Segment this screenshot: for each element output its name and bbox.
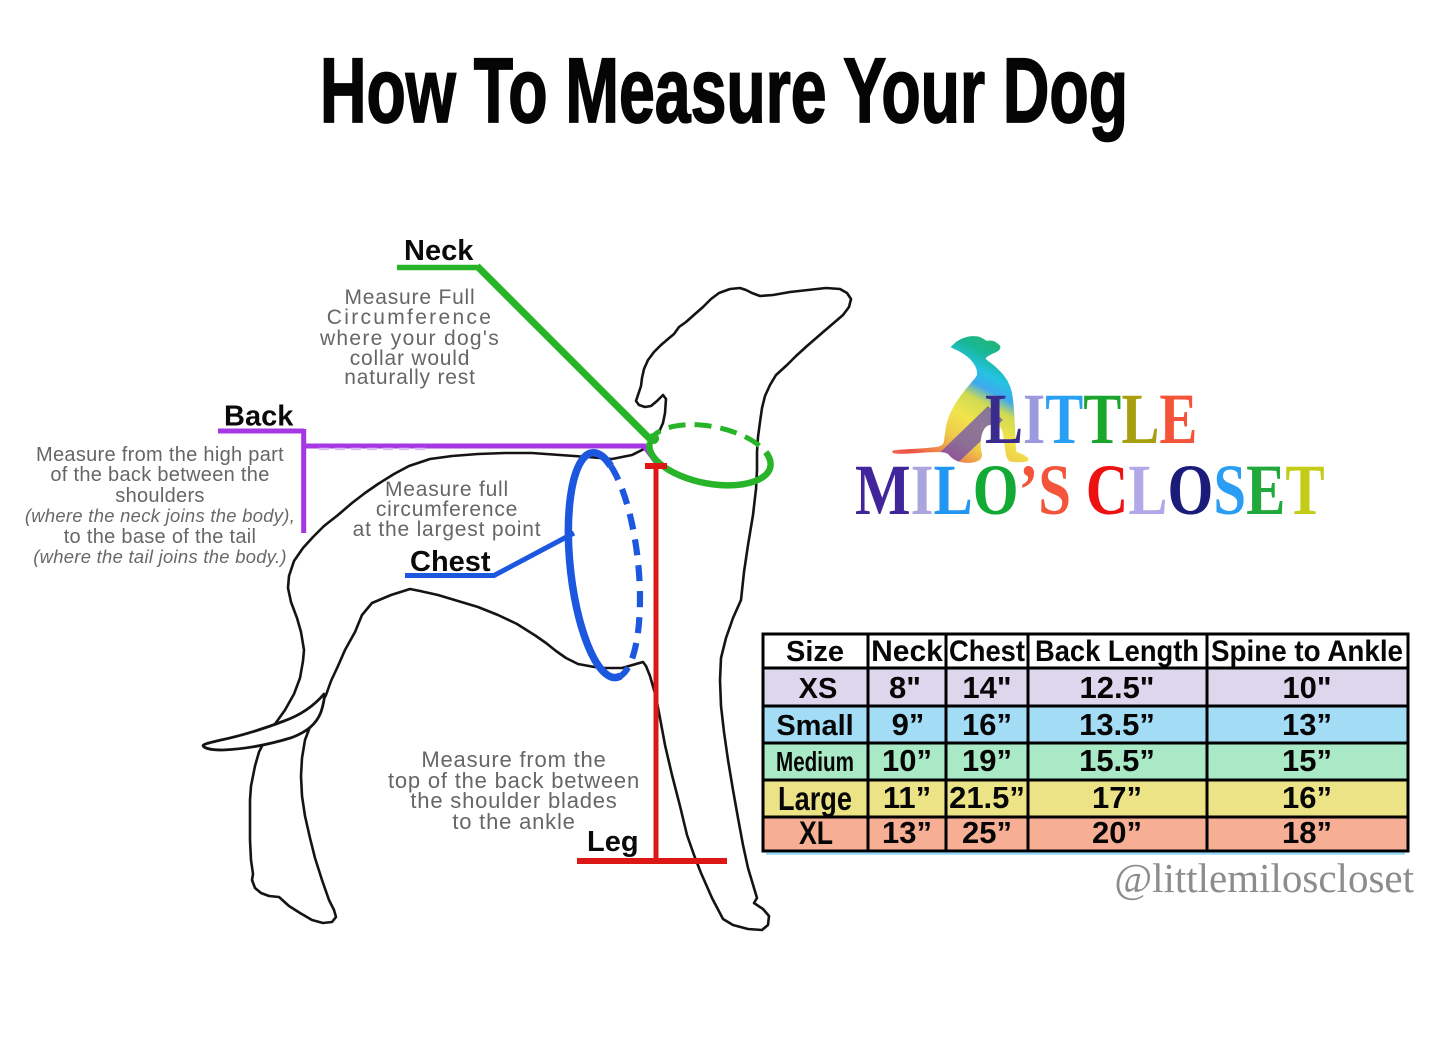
- svg-text:15.5”: 15.5”: [1079, 743, 1155, 778]
- svg-text:17”: 17”: [1092, 780, 1142, 815]
- svg-text:to the ankle: to the ankle: [452, 809, 575, 834]
- svg-text:at the largest point: at the largest point: [353, 518, 542, 541]
- svg-text:to the base of the tail: to the base of the tail: [64, 526, 257, 548]
- svg-text:Back: Back: [224, 401, 294, 433]
- svg-text:13”: 13”: [1282, 707, 1332, 742]
- svg-text:Measure from the: Measure from the: [421, 747, 606, 772]
- svg-text:13.5”: 13.5”: [1079, 707, 1155, 742]
- svg-text:8": 8": [889, 670, 921, 705]
- svg-text:MILO’S CLOSET: MILO’S CLOSET: [855, 451, 1325, 531]
- svg-text:collar would: collar would: [350, 347, 471, 370]
- svg-text:11”: 11”: [883, 780, 931, 815]
- svg-text:How To Measure Your Dog: How To Measure Your Dog: [320, 40, 1128, 142]
- svg-text:10”: 10”: [882, 743, 932, 778]
- svg-text:Neck: Neck: [871, 635, 943, 668]
- svg-text:Small: Small: [776, 710, 853, 742]
- svg-text:Leg: Leg: [587, 826, 639, 858]
- svg-text:20”: 20”: [1092, 815, 1142, 850]
- svg-text:of the back between the: of the back between the: [50, 464, 269, 486]
- svg-text:@littlemiloscloset: @littlemiloscloset: [1114, 855, 1414, 901]
- svg-text:the shoulder blades: the shoulder blades: [410, 788, 617, 813]
- svg-text:21.5”: 21.5”: [949, 780, 1025, 815]
- svg-text:Large: Large: [778, 780, 852, 817]
- svg-text:where your dog's: where your dog's: [319, 327, 500, 350]
- svg-text:LITTLE: LITTLE: [985, 380, 1197, 460]
- svg-text:19”: 19”: [962, 743, 1012, 778]
- svg-text:Size: Size: [786, 636, 844, 668]
- svg-text:16”: 16”: [962, 707, 1012, 742]
- svg-text:18”: 18”: [1282, 815, 1332, 850]
- svg-text:top of the back between: top of the back between: [388, 768, 640, 793]
- svg-text:14": 14": [962, 670, 1011, 705]
- svg-text:circumference: circumference: [376, 498, 518, 521]
- svg-text:25”: 25”: [962, 815, 1012, 850]
- svg-text:9”: 9”: [892, 707, 925, 742]
- svg-text:13”: 13”: [882, 815, 932, 850]
- svg-text:Back Length: Back Length: [1035, 635, 1199, 668]
- svg-text:15”: 15”: [1282, 743, 1332, 778]
- svg-text:Chest: Chest: [410, 546, 491, 578]
- svg-text:XL: XL: [799, 815, 833, 851]
- svg-text:naturally rest: naturally rest: [344, 366, 475, 389]
- svg-text:16”: 16”: [1282, 780, 1332, 815]
- svg-text:(where the tail joins the body: (where the tail joins the body.): [33, 546, 287, 567]
- svg-text:Measure Full: Measure Full: [345, 286, 476, 309]
- svg-text:Spine to Ankle: Spine to Ankle: [1211, 635, 1403, 668]
- svg-text:10": 10": [1282, 670, 1331, 705]
- svg-text:Circumference: Circumference: [327, 306, 493, 329]
- svg-text:shoulders: shoulders: [115, 485, 204, 507]
- svg-text:(where the neck joins the body: (where the neck joins the body),: [25, 505, 295, 526]
- svg-text:Medium: Medium: [776, 746, 854, 777]
- svg-text:12.5": 12.5": [1079, 670, 1154, 705]
- svg-text:Neck: Neck: [404, 235, 474, 267]
- svg-text:Measure full: Measure full: [385, 478, 509, 501]
- svg-text:XS: XS: [799, 673, 838, 705]
- svg-text:Measure from the high part: Measure from the high part: [36, 444, 284, 466]
- svg-text:Chest: Chest: [949, 635, 1025, 668]
